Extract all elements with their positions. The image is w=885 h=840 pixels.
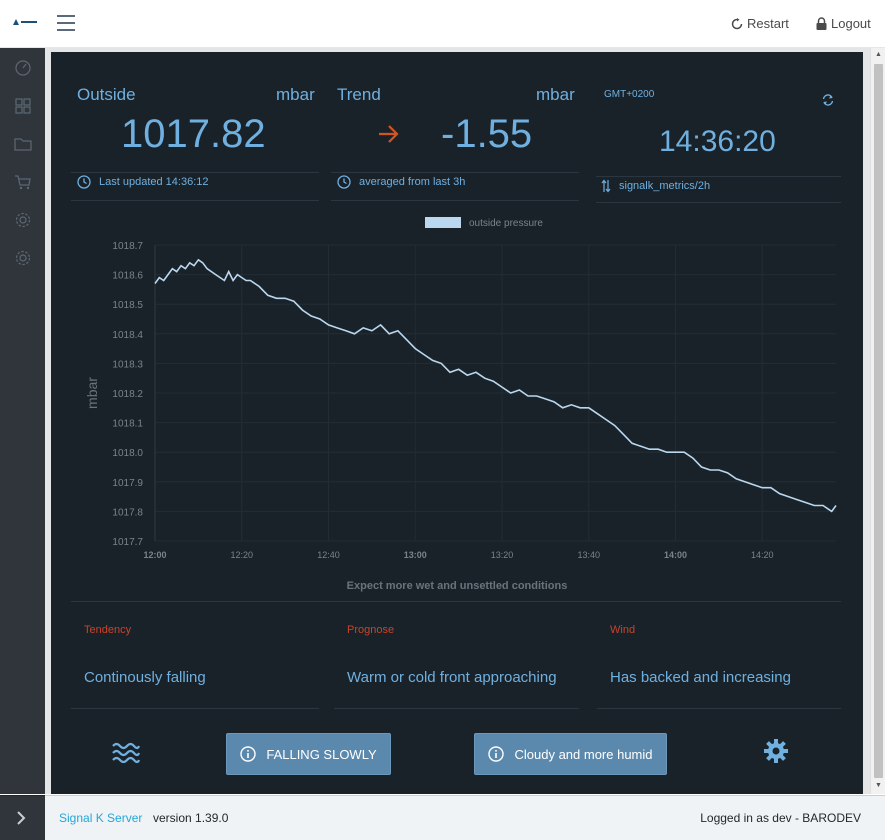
- metrics-footer-text: signalk_metrics/2h: [619, 180, 711, 192]
- outside-label: Outside: [77, 85, 136, 104]
- y-tick-label: 1018.2: [112, 389, 143, 400]
- y-tick-label: 1018.0: [112, 448, 143, 459]
- metrics-source: signalk_metrics/2h: [601, 179, 710, 193]
- signalk-server-link[interactable]: Signal K Server: [59, 811, 143, 825]
- y-tick-label: 1017.9: [112, 478, 143, 489]
- y-tick-label: 1018.4: [112, 330, 143, 341]
- scroll-up-arrow-icon[interactable]: ▲: [875, 51, 882, 58]
- sidebar: [0, 48, 45, 794]
- pressure-chart: 1017.7 1017.8 1017.9 1018.0 1018.1 1018.2 1018…: [84, 217, 837, 560]
- trend-value: -1.55: [441, 112, 533, 156]
- x-tick-label: 13:20: [491, 550, 514, 560]
- x-tick-label: 13:40: [577, 550, 600, 560]
- x-tick-label: 12:00: [143, 550, 166, 560]
- x-tick-label: 12:20: [230, 550, 253, 560]
- y-tick-label: 1017.8: [112, 507, 143, 518]
- page-scrollbar[interactable]: ▲ ▼: [870, 48, 885, 794]
- arrow-right-icon: [379, 125, 399, 143]
- falling-slowly-button[interactable]: FALLING SLOWLY: [226, 733, 391, 775]
- trend-averaged: averaged from last 3h: [337, 175, 465, 189]
- restart-icon: [731, 17, 743, 29]
- logout-label: Logout: [831, 16, 871, 31]
- falling-slowly-label: FALLING SLOWLY: [266, 746, 377, 762]
- folder-icon[interactable]: [13, 134, 33, 154]
- signalk-logo[interactable]: [12, 18, 38, 28]
- forecast-summary: Expect more wet and unsettled conditions: [346, 580, 568, 592]
- restart-label: Restart: [747, 16, 789, 31]
- trend-footer-text: averaged from last 3h: [359, 176, 466, 188]
- y-tick-label: 1018.3: [112, 359, 143, 370]
- x-tick-label: 12:40: [317, 550, 340, 560]
- main-content: Outside mbar 1017.82 Last updated 14:36:…: [45, 48, 870, 794]
- y-tick-label: 1017.7: [112, 537, 143, 548]
- clock-icon: [337, 175, 351, 189]
- gear-icon[interactable]: [13, 210, 33, 230]
- trend-unit: mbar: [536, 85, 575, 104]
- trend-label: Trend: [337, 85, 381, 104]
- clock-icon: [77, 175, 91, 189]
- cart-icon[interactable]: [13, 172, 33, 192]
- prognose-text: Warm or cold front approaching: [347, 669, 557, 686]
- scroll-thumb[interactable]: [874, 64, 883, 778]
- prognose-title: Prognose: [347, 624, 395, 636]
- waves-icon: [112, 742, 140, 764]
- logged-in-text: Logged in as dev - BARODEV: [700, 811, 861, 825]
- weather-outlook-button[interactable]: Cloudy and more humid: [474, 733, 667, 775]
- chevron-right-icon: [17, 811, 26, 825]
- outside-footer-text: Last updated 14:36:12: [99, 176, 209, 188]
- x-tick-label: 13:00: [404, 550, 427, 560]
- legend-swatch: [425, 217, 461, 228]
- clock-time: 14:36:20: [659, 125, 776, 158]
- lock-icon: [816, 17, 827, 30]
- tendency-text: Continously falling: [84, 669, 206, 686]
- weather-outlook-label: Cloudy and more humid: [514, 746, 653, 762]
- sidebar-minimizer-button[interactable]: [0, 795, 45, 840]
- outside-last-updated: Last updated 14:36:12: [77, 175, 208, 189]
- legend-label: outside pressure: [469, 218, 543, 229]
- app-footer: Signal K Server version 1.39.0 Logged in…: [45, 795, 885, 840]
- y-axis-label: mbar: [84, 377, 100, 409]
- y-tick-label: 1018.7: [112, 241, 143, 252]
- x-tick-label: 14:20: [751, 550, 774, 560]
- outside-pressure-value: 1017.82: [121, 112, 266, 156]
- x-tick-label: 14:00: [664, 550, 687, 560]
- info-icon: [240, 746, 257, 762]
- sort-arrows-icon: [601, 179, 611, 193]
- settings-gear-icon[interactable]: [763, 738, 789, 764]
- pressure-series-line: [154, 258, 837, 513]
- gear-icon[interactable]: [13, 248, 33, 268]
- y-tick-label: 1018.1: [112, 419, 143, 430]
- y-tick-label: 1018.6: [112, 271, 143, 282]
- version-text: version 1.39.0: [153, 811, 229, 825]
- wind-title: Wind: [610, 624, 636, 636]
- app-header: Restart Logout: [0, 0, 885, 48]
- tendency-title: Tendency: [84, 624, 132, 636]
- logout-button[interactable]: Logout: [816, 16, 871, 31]
- barometer-dashboard: Outside mbar 1017.82 Last updated 14:36:…: [51, 52, 863, 794]
- outside-unit: mbar: [276, 85, 315, 104]
- info-icon: [488, 746, 505, 762]
- refresh-icon[interactable]: [821, 93, 835, 107]
- y-tick-label: 1018.5: [112, 300, 143, 311]
- wind-text: Has backed and increasing: [610, 669, 791, 686]
- grid-icon[interactable]: [13, 96, 33, 116]
- timezone-label: GMT+0200: [604, 89, 655, 100]
- speedometer-icon[interactable]: [13, 58, 33, 78]
- menu-toggle-button[interactable]: [57, 15, 75, 31]
- restart-button[interactable]: Restart: [731, 16, 789, 31]
- scroll-down-arrow-icon[interactable]: ▼: [875, 782, 882, 789]
